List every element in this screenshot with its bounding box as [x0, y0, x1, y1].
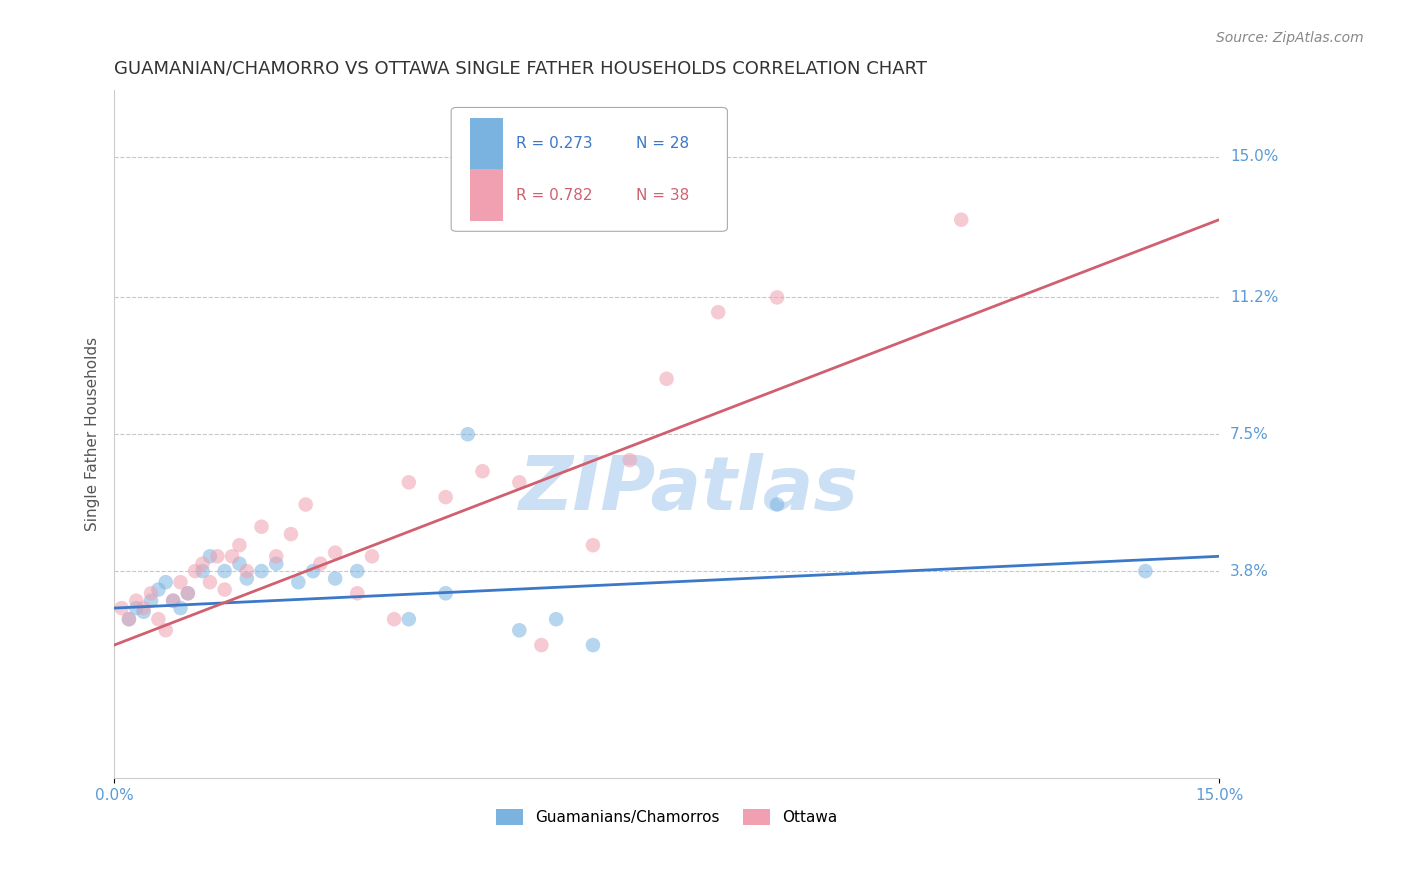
Point	[398, 475, 420, 490]
Point	[530, 638, 553, 652]
FancyBboxPatch shape	[470, 169, 503, 221]
Y-axis label: Single Father Households: Single Father Households	[86, 337, 100, 532]
Point	[309, 557, 332, 571]
Point	[118, 612, 141, 626]
Point	[228, 557, 250, 571]
Point	[323, 572, 346, 586]
Point	[228, 538, 250, 552]
Point	[125, 593, 148, 607]
Point	[508, 624, 530, 638]
Point	[191, 557, 214, 571]
Text: 15.0%: 15.0%	[1230, 149, 1278, 164]
Text: 11.2%: 11.2%	[1230, 290, 1278, 305]
Text: GUAMANIAN/CHAMORRO VS OTTAWA SINGLE FATHER HOUSEHOLDS CORRELATION CHART: GUAMANIAN/CHAMORRO VS OTTAWA SINGLE FATH…	[114, 60, 927, 78]
Point	[582, 638, 605, 652]
Point	[169, 575, 191, 590]
Point	[619, 453, 641, 467]
Point	[139, 593, 162, 607]
FancyBboxPatch shape	[451, 107, 727, 231]
Text: Source: ZipAtlas.com: Source: ZipAtlas.com	[1216, 31, 1364, 45]
Point	[132, 605, 155, 619]
Point	[264, 557, 287, 571]
Point	[155, 624, 177, 638]
Point	[382, 612, 405, 626]
Point	[214, 582, 236, 597]
Point	[546, 612, 568, 626]
Point	[766, 290, 789, 304]
Point	[191, 564, 214, 578]
Text: N = 28: N = 28	[636, 136, 689, 151]
Point	[236, 564, 259, 578]
Point	[346, 586, 368, 600]
Point	[346, 564, 368, 578]
Point	[110, 601, 132, 615]
Point	[162, 593, 184, 607]
Point	[184, 564, 207, 578]
Point	[207, 549, 229, 564]
Point	[155, 575, 177, 590]
Point	[118, 612, 141, 626]
Point	[582, 538, 605, 552]
Point	[280, 527, 302, 541]
Text: 3.8%: 3.8%	[1230, 564, 1270, 579]
Point	[139, 586, 162, 600]
Point	[1135, 564, 1157, 578]
Text: N = 38: N = 38	[636, 187, 689, 202]
Text: R = 0.782: R = 0.782	[516, 187, 593, 202]
Point	[950, 212, 973, 227]
Point	[655, 372, 678, 386]
Point	[177, 586, 200, 600]
Legend: Guamanians/Chamorros, Ottawa: Guamanians/Chamorros, Ottawa	[488, 801, 845, 832]
Point	[471, 464, 494, 478]
Point	[162, 593, 184, 607]
Point	[434, 586, 457, 600]
Point	[250, 519, 273, 533]
Point	[398, 612, 420, 626]
Point	[221, 549, 243, 564]
Point	[169, 601, 191, 615]
Point	[457, 427, 479, 442]
Point	[302, 564, 325, 578]
Point	[148, 582, 170, 597]
Point	[508, 475, 530, 490]
Point	[214, 564, 236, 578]
FancyBboxPatch shape	[470, 118, 503, 169]
Point	[434, 490, 457, 504]
Point	[707, 305, 730, 319]
Point	[148, 612, 170, 626]
Point	[250, 564, 273, 578]
Point	[361, 549, 384, 564]
Point	[198, 549, 221, 564]
Point	[125, 601, 148, 615]
Text: ZIPatlas: ZIPatlas	[519, 453, 859, 525]
Point	[766, 498, 789, 512]
Point	[132, 601, 155, 615]
Point	[198, 575, 221, 590]
Point	[294, 498, 316, 512]
Point	[287, 575, 309, 590]
Text: R = 0.273: R = 0.273	[516, 136, 593, 151]
Point	[264, 549, 287, 564]
Point	[236, 572, 259, 586]
Point	[323, 546, 346, 560]
Point	[177, 586, 200, 600]
Text: 7.5%: 7.5%	[1230, 426, 1268, 442]
